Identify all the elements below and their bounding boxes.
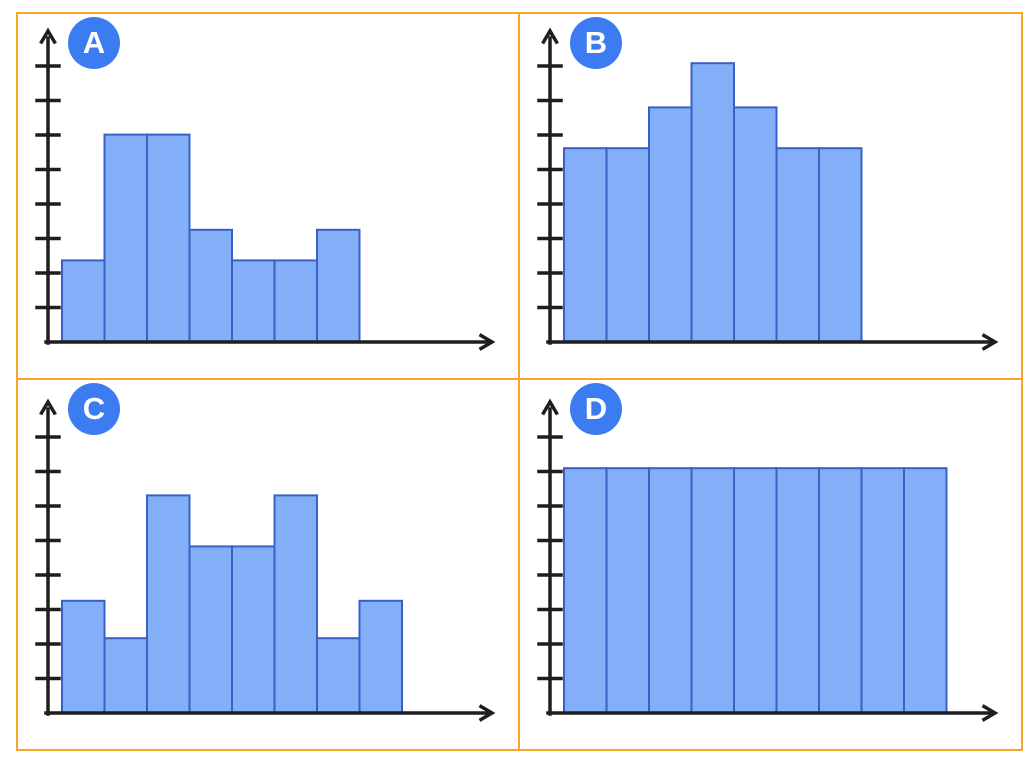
histogram-option-b[interactable]: B [520, 14, 1021, 378]
grid-divider-vertical [518, 14, 520, 749]
histogram-chart-c [35, 398, 496, 722]
option-badge-a: A [68, 17, 120, 69]
option-badge-b: B [570, 17, 622, 69]
histogram-chart-a [35, 27, 496, 351]
option-letter-c: C [82, 390, 106, 426]
option-badge-c: C [68, 383, 120, 435]
histogram-option-c[interactable]: C [18, 380, 518, 749]
grid-divider-horizontal [18, 378, 1021, 380]
option-letter-a: A [82, 24, 106, 60]
histogram-grid-frame: A B C D [16, 12, 1023, 751]
option-letter-b: B [584, 24, 608, 60]
histogram-chart-b [537, 27, 999, 351]
histogram-option-a[interactable]: A [18, 14, 518, 378]
option-badge-d: D [570, 383, 622, 435]
histogram-chart-d [537, 398, 999, 722]
histogram-option-d[interactable]: D [520, 380, 1021, 749]
option-letter-d: D [584, 390, 608, 426]
